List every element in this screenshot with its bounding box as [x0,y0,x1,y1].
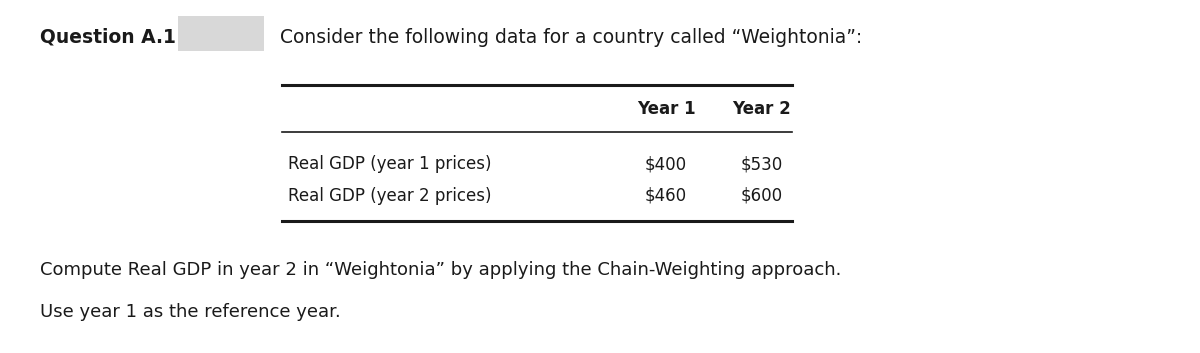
Text: $400: $400 [644,155,688,173]
Text: Year 2: Year 2 [733,101,791,118]
Text: Use year 1 as the reference year.: Use year 1 as the reference year. [40,304,341,321]
Text: Question A.1: Question A.1 [40,28,175,47]
Text: Real GDP (year 2 prices): Real GDP (year 2 prices) [288,187,492,205]
Text: Consider the following data for a country called “Weightonia”:: Consider the following data for a countr… [280,28,862,47]
Text: $600: $600 [740,187,784,205]
Text: Year 1: Year 1 [637,101,695,118]
Text: Compute Real GDP in year 2 in “Weightonia” by applying the Chain-Weighting appro: Compute Real GDP in year 2 in “Weightoni… [40,261,841,279]
Text: $460: $460 [644,187,688,205]
FancyBboxPatch shape [178,16,264,51]
Text: $530: $530 [740,155,784,173]
Text: Real GDP (year 1 prices): Real GDP (year 1 prices) [288,155,492,173]
